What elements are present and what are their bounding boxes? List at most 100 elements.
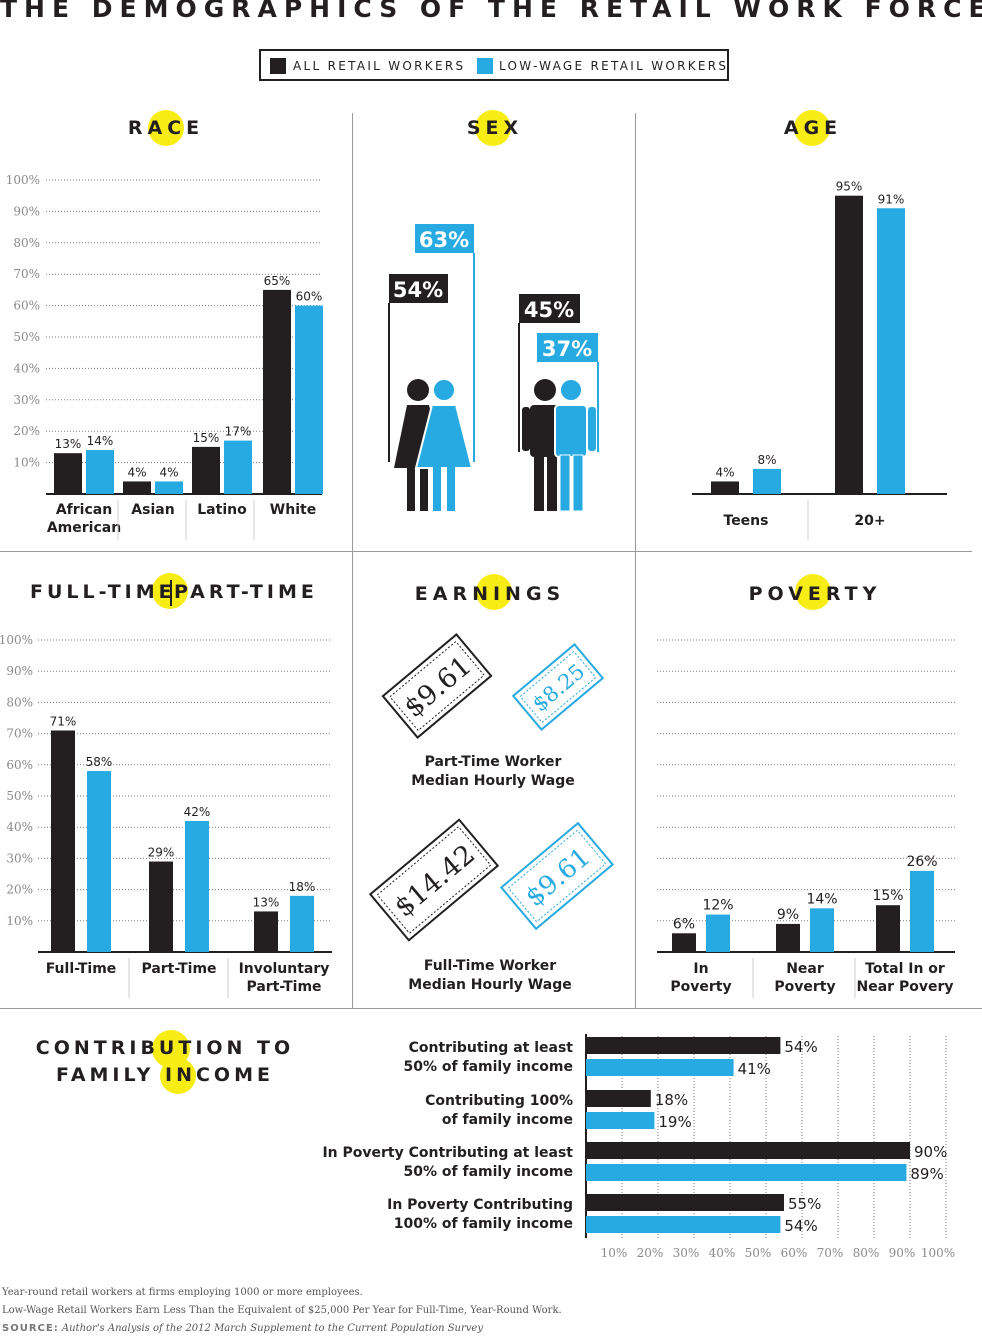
race-bar-low xyxy=(224,440,252,494)
race-bar-low xyxy=(155,481,183,494)
poverty-data-label: 6% xyxy=(673,916,695,932)
legend-swatch-low xyxy=(477,58,493,74)
contribution-data-label: 18% xyxy=(655,1091,688,1109)
contribution-bar-low xyxy=(586,1059,734,1076)
race-bar-all xyxy=(123,481,151,494)
contribution-tick-label: 30% xyxy=(673,1246,700,1260)
ticket-parttime-all: $9.61 xyxy=(381,633,493,739)
divider xyxy=(352,113,353,1008)
ticket-fulltime-all: $14.42 xyxy=(368,818,500,942)
section-title-contribution-2: FAMILY INCOME xyxy=(56,1064,274,1086)
race-data-label: 13% xyxy=(55,437,82,451)
ftpt-category-label: Part-Time xyxy=(246,979,321,995)
age-data-label: 4% xyxy=(715,465,734,479)
contribution-tick-label: 90% xyxy=(889,1246,916,1260)
contribution-tick-label: 40% xyxy=(709,1246,736,1260)
contribution-data-label: 89% xyxy=(910,1165,943,1183)
highlight-dot xyxy=(475,110,511,146)
age-category-label: 20+ xyxy=(854,513,885,529)
race-data-label: 14% xyxy=(87,434,114,448)
ftpt-tick-label: 30% xyxy=(6,851,33,865)
contribution-category-label: In Poverty Contributing at least xyxy=(322,1145,573,1161)
race-bar-all xyxy=(192,446,220,494)
race-category-label: White xyxy=(270,502,316,518)
earnings-caption-line: Median Hourly Wage xyxy=(411,773,575,789)
source-label: SOURCE: xyxy=(2,1323,59,1334)
ftpt-tick-label: 40% xyxy=(6,820,33,834)
age-bar-all xyxy=(835,195,863,494)
contribution-data-label: 41% xyxy=(738,1060,771,1078)
race-category-label: Latino xyxy=(197,502,247,518)
poverty-data-label: 14% xyxy=(806,891,837,907)
contribution-category-label: 50% of family income xyxy=(404,1059,573,1075)
race-bar-all xyxy=(54,453,82,494)
poverty-category-label: Poverty xyxy=(774,979,835,995)
contribution-category-label: 100% of family income xyxy=(394,1216,573,1232)
race-bar-all xyxy=(263,289,291,494)
footnote: Year-round retail workers at firms emplo… xyxy=(2,1287,363,1298)
race-bar-low xyxy=(86,450,114,494)
age-bar-low xyxy=(877,208,905,494)
race-data-label: 4% xyxy=(127,465,146,479)
contribution-bar-low xyxy=(586,1164,907,1181)
race-tick-label: 60% xyxy=(13,299,40,313)
contribution-tick-label: 10% xyxy=(601,1246,628,1260)
source-text: Author's Analysis of the 2012 March Supp… xyxy=(61,1323,483,1334)
contribution-category-label: Contributing at least xyxy=(409,1040,574,1056)
ftpt-data-label: 71% xyxy=(50,714,77,728)
race-tick-label: 30% xyxy=(13,393,40,407)
race-category-label: American xyxy=(47,520,121,536)
contribution-data-label: 54% xyxy=(784,1038,817,1056)
female-low-label: 63% xyxy=(419,228,469,252)
legend-label-all: ALL RETAIL WORKERS xyxy=(293,59,466,73)
divider xyxy=(635,113,636,1008)
ftpt-tick-label: 100% xyxy=(0,633,33,647)
poverty-data-label: 9% xyxy=(777,907,799,923)
race-tick-label: 90% xyxy=(13,204,40,218)
male-all-label-bg xyxy=(519,294,580,323)
race-data-label: 17% xyxy=(225,425,252,439)
contribution-bar-all xyxy=(586,1194,784,1211)
title-separator xyxy=(170,580,172,606)
age-bar-low xyxy=(753,468,781,494)
age-bar-all xyxy=(711,481,739,494)
highlight-dot xyxy=(476,574,512,610)
legend: ALL RETAIL WORKERS LOW-WAGE RETAIL WORKE… xyxy=(259,49,729,81)
race-tick-label: 50% xyxy=(13,330,40,344)
contribution-category-label: of family income xyxy=(442,1112,573,1128)
contribution-tick-label: 70% xyxy=(817,1246,844,1260)
contribution-category-label: Contributing 100% xyxy=(425,1093,573,1109)
contribution-data-label: 55% xyxy=(788,1195,821,1213)
ftpt-category-label: Part-Time xyxy=(141,961,216,977)
female-pictogram: 54% 63% xyxy=(388,224,475,511)
race-category-label: African xyxy=(56,502,112,518)
ticket-fulltime-low: $9.61 xyxy=(499,821,615,931)
age-data-label: 8% xyxy=(757,453,776,467)
ftpt-tick-label: 20% xyxy=(6,883,33,897)
poverty-category-label: Total In or xyxy=(865,961,945,977)
race-tick-label: 80% xyxy=(13,236,40,250)
ftpt-data-label: 58% xyxy=(86,755,113,769)
contribution-tick-label: 20% xyxy=(637,1246,664,1260)
race-category-label: Asian xyxy=(131,502,174,518)
contribution-bar-all xyxy=(586,1090,651,1107)
earnings-caption-line: Part-Time Worker xyxy=(424,754,562,770)
ftpt-tick-label: 10% xyxy=(6,914,33,928)
ftpt-category-label: Full-Time xyxy=(46,961,117,977)
section-title-sex: SEX xyxy=(466,117,524,139)
race-data-label: 15% xyxy=(193,431,220,445)
poverty-data-label: 15% xyxy=(872,888,903,904)
poverty-bar-low xyxy=(810,908,834,952)
contribution-data-label: 54% xyxy=(784,1217,817,1235)
section-title-fulltime: FULL-TIME xyxy=(30,581,176,603)
earnings-caption-line: Median Hourly Wage xyxy=(408,977,572,993)
contribution-data-label: 19% xyxy=(658,1113,691,1131)
age-data-label: 91% xyxy=(878,192,905,206)
contribution-data-label: 90% xyxy=(914,1143,947,1161)
contribution-tick-label: 80% xyxy=(853,1246,880,1260)
contribution-tick-label: 100% xyxy=(921,1246,955,1260)
ftpt-tick-label: 60% xyxy=(6,758,33,772)
section-title-parttime: PART-TIME xyxy=(174,581,318,603)
ftpt-category-label: Involuntary xyxy=(239,961,330,977)
highlight-dot xyxy=(148,110,184,146)
